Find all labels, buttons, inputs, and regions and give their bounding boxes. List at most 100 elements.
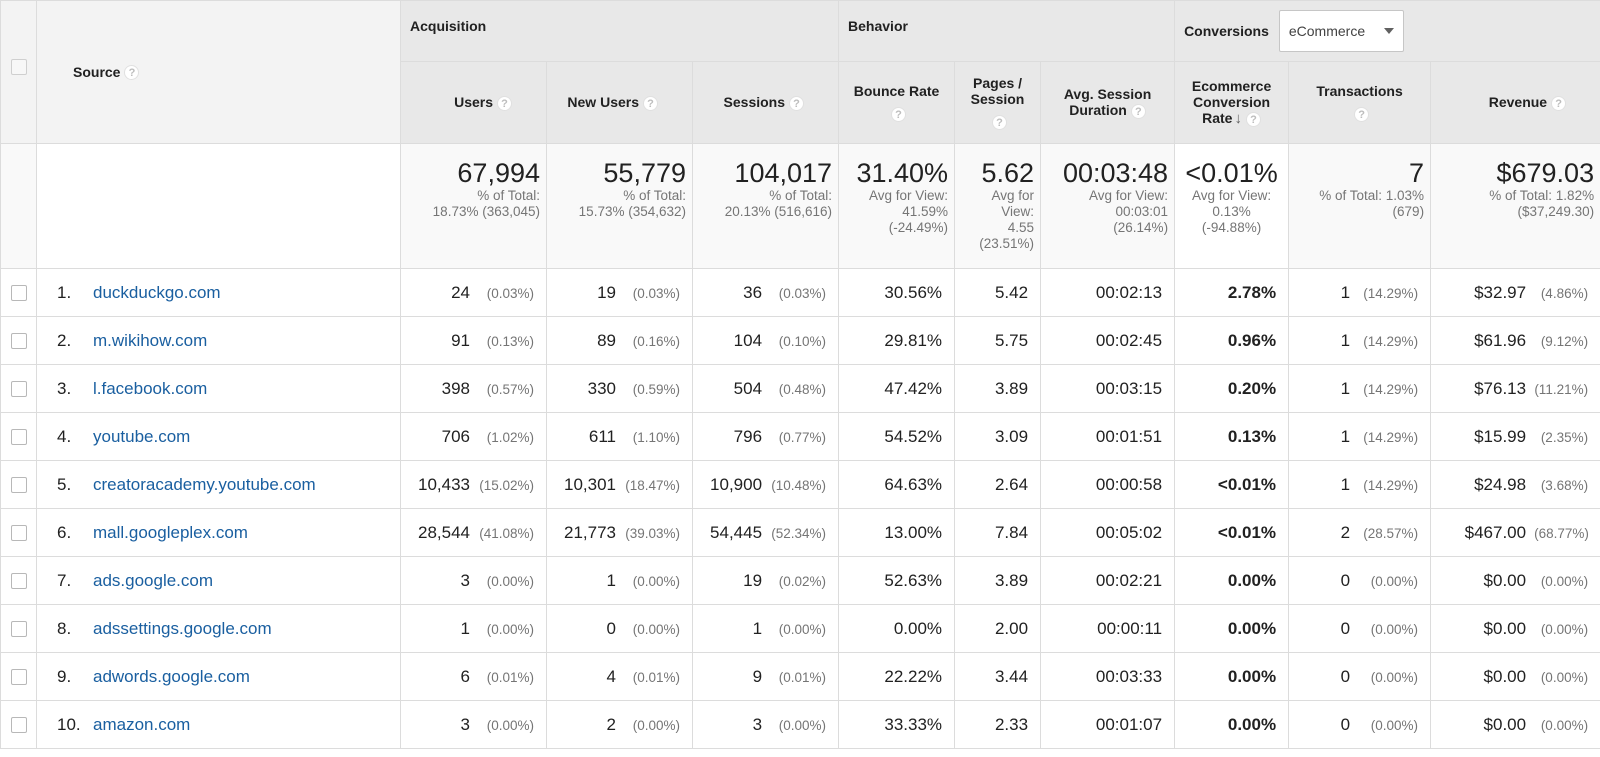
source-link[interactable]: adwords.google.com xyxy=(93,666,250,686)
source-link[interactable]: l.facebook.com xyxy=(93,378,208,398)
sessions-cell: 36 (0.03%) xyxy=(691,268,840,317)
total-sessions: 104,017 % of Total: 20.13% (516,616) xyxy=(691,143,840,269)
row-checkbox[interactable] xyxy=(10,669,27,686)
total-pages-session-sub: (23.51%) xyxy=(979,236,1035,251)
avg-session-duration-cell: 00:03:33 xyxy=(1040,652,1176,701)
bounce-rate-cell: 52.63% xyxy=(838,556,956,605)
transactions-percent: (14.29%) xyxy=(1363,333,1419,349)
row-checkbox[interactable] xyxy=(10,477,27,494)
source-link[interactable]: creatoracademy.youtube.com xyxy=(93,474,316,494)
ecommerce-conversion-rate-cell: <0.01% xyxy=(1174,460,1290,509)
source-cell: 7. ads.google.com xyxy=(36,556,401,605)
ecommerce-conversion-rate-cell: 0.13% xyxy=(1174,412,1290,461)
total-new-users-sub: % of Total: xyxy=(623,188,686,203)
help-circle-icon[interactable]: ? xyxy=(1551,95,1567,111)
source-link[interactable]: adssettings.google.com xyxy=(93,618,272,638)
revenue-percent: (4.86%) xyxy=(1540,285,1589,301)
revenue-value: $76.13 xyxy=(1474,378,1527,398)
source-link[interactable]: amazon.com xyxy=(93,714,191,734)
table-row: 7. ads.google.com 3 (0.00%) 1 (0.00%) 19 (0.02%… xyxy=(0,556,1600,605)
users-cell: 706 (1.02%) xyxy=(400,412,547,461)
transactions-percent: (0.00%) xyxy=(1370,669,1419,685)
sessions-percent: (0.00%) xyxy=(778,717,827,733)
totals-source-cell xyxy=(36,143,401,269)
sessions-cell: 1 (0.00%) xyxy=(691,604,840,653)
help-circle-icon[interactable]: ? xyxy=(497,95,512,111)
revenue-column-header[interactable]: Revenue? xyxy=(1430,61,1600,144)
sessions-cell: 19 (0.02%) xyxy=(691,556,840,605)
total-sessions-sub: 20.13% (516,616) xyxy=(724,204,833,219)
table-row: 5. creatoracademy.youtube.com 10,433 (15.02… xyxy=(0,460,1600,509)
row-checkbox[interactable] xyxy=(10,573,27,590)
transactions-cell: 0 (0.00%) xyxy=(1288,556,1432,605)
sessions-value: 36 xyxy=(743,282,763,302)
help-circle-icon[interactable]: ? xyxy=(1354,106,1370,122)
row-checkbox[interactable] xyxy=(10,285,27,302)
transactions-cell: 0 (0.00%) xyxy=(1288,604,1432,653)
source-link[interactable]: m.wikihow.com xyxy=(93,330,208,350)
new-users-cell: 4 (0.01%) xyxy=(546,652,693,701)
sessions-value: 1 xyxy=(752,618,763,638)
bounce-rate-column-header[interactable]: Bounce Rate ? xyxy=(838,61,956,144)
help-circle-icon[interactable]: ? xyxy=(124,65,140,81)
source-link[interactable]: ads.google.com xyxy=(93,570,214,590)
row-checkbox[interactable] xyxy=(10,621,27,638)
arrow-down-icon[interactable]: ↓ xyxy=(1234,110,1242,128)
revenue-cell: $15.99 (2.35%) xyxy=(1430,412,1600,461)
bounce-rate-cell: 54.52% xyxy=(838,412,956,461)
row-checkbox[interactable] xyxy=(10,381,27,398)
revenue-cell: $0.00 (0.00%) xyxy=(1430,652,1600,701)
transactions-percent: (28.57%) xyxy=(1363,525,1419,541)
help-circle-icon[interactable]: ? xyxy=(891,106,907,122)
row-index: 3. xyxy=(57,378,72,398)
new-users-cell: 21,773 (39.03%) xyxy=(546,508,693,557)
source-column-header[interactable]: Source? xyxy=(36,0,401,144)
users-column-header[interactable]: Users? xyxy=(400,61,547,144)
total-users-value: 67,994 xyxy=(457,158,540,188)
users-cell: 28,544 (41.08%) xyxy=(400,508,547,557)
row-checkbox[interactable] xyxy=(10,333,27,350)
revenue-percent: (11.21%) xyxy=(1534,381,1589,397)
row-index: 1. xyxy=(57,282,72,302)
total-bounce-rate-sub: 41.59% xyxy=(902,204,949,219)
select-all-checkbox[interactable] xyxy=(10,59,27,75)
row-checkbox[interactable] xyxy=(10,429,27,446)
revenue-cell: $0.00 (0.00%) xyxy=(1430,556,1600,605)
new-users-percent: (0.59%) xyxy=(632,381,680,397)
help-circle-icon[interactable]: ? xyxy=(1245,111,1261,127)
help-circle-icon[interactable]: ? xyxy=(643,95,658,111)
source-link[interactable]: mall.googleplex.com xyxy=(93,522,248,542)
sessions-percent: (0.02%) xyxy=(778,573,827,589)
new-users-cell: 10,301 (18.47%) xyxy=(546,460,693,509)
new-users-cell: 89 (0.16%) xyxy=(546,316,693,365)
row-checkbox[interactable] xyxy=(10,525,27,542)
help-circle-icon[interactable]: ? xyxy=(992,114,1008,130)
bounce-rate-cell: 47.42% xyxy=(838,364,956,413)
new-users-value: 2 xyxy=(606,714,616,734)
ecommerce-conversion-rate-column-header[interactable]: Ecommerce Conversion Rate ↓? xyxy=(1174,61,1290,144)
pages-session-column-header[interactable]: Pages / Session ? xyxy=(954,61,1042,144)
total-pages-session-sub: View: xyxy=(1001,204,1035,219)
sessions-column-header[interactable]: Sessions? xyxy=(691,61,840,144)
avg-session-duration-column-header[interactable]: Avg. Session Duration? xyxy=(1040,61,1176,144)
total-ecommerce-conversion-rate: <0.01% Avg for View: 0.13% (-94.88%) xyxy=(1174,143,1290,269)
sessions-cell: 9 (0.01%) xyxy=(691,652,840,701)
behavior-group-header: Behavior xyxy=(838,0,1176,62)
source-link[interactable]: youtube.com xyxy=(93,426,191,446)
total-transactions-sub: (679) xyxy=(1392,204,1425,219)
help-circle-icon[interactable]: ? xyxy=(789,95,805,111)
new-users-column-header[interactable]: New Users? xyxy=(546,61,693,144)
sessions-percent: (0.77%) xyxy=(778,429,827,445)
source-link[interactable]: duckduckgo.com xyxy=(93,282,221,302)
transactions-column-header[interactable]: Transactions ? xyxy=(1288,61,1432,144)
total-revenue-sub: ($37,249.30) xyxy=(1517,204,1595,219)
conversions-goal-dropdown[interactable]: eCommerce xyxy=(1278,10,1404,52)
bounce-rate-header-label: Bounce Rate xyxy=(853,83,940,100)
revenue-header-label: Revenue xyxy=(1488,94,1548,111)
ecommerce-conversion-rate-cell: 0.96% xyxy=(1174,316,1290,365)
help-circle-icon[interactable]: ? xyxy=(1130,103,1146,119)
sessions-value: 19 xyxy=(743,570,763,590)
row-checkbox[interactable] xyxy=(10,717,27,734)
sessions-cell: 3 (0.00%) xyxy=(691,700,840,749)
